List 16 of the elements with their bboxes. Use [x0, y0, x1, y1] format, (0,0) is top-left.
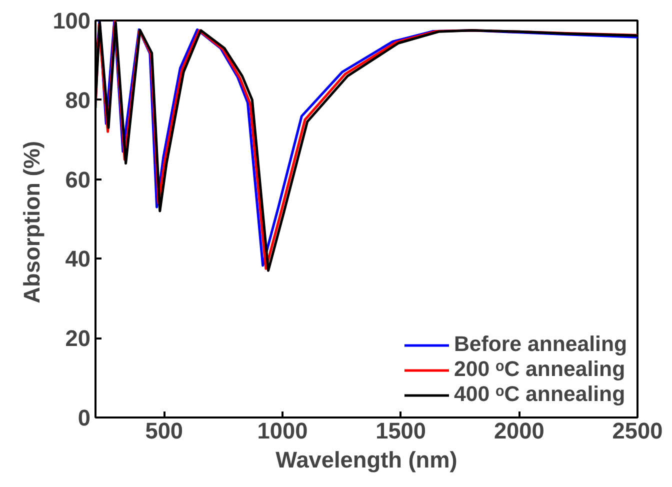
legend-label: 200 ᵒC annealing	[454, 357, 626, 382]
x-tick-label: 1000	[257, 418, 308, 444]
x-axis-title: Wavelength (nm)	[276, 446, 458, 472]
x-tick-label: 1500	[376, 418, 426, 444]
y-tick-label: 20	[65, 325, 90, 352]
y-tick-label: 40	[65, 246, 90, 272]
x-tick-label: 500	[145, 418, 184, 444]
y-axis-title: Absorption (%)	[18, 140, 45, 304]
x-tick-label: 2000	[494, 418, 544, 444]
y-tick-label: 80	[65, 86, 90, 113]
x-tick-label: 2500	[612, 418, 663, 444]
y-tick-label: 100	[52, 8, 91, 34]
legend-label: Before annealing	[454, 332, 627, 357]
y-tick-label: 0	[78, 404, 91, 430]
y-tick-label: 60	[65, 166, 90, 192]
legend-label: 400 ᵒC annealing	[454, 382, 626, 407]
